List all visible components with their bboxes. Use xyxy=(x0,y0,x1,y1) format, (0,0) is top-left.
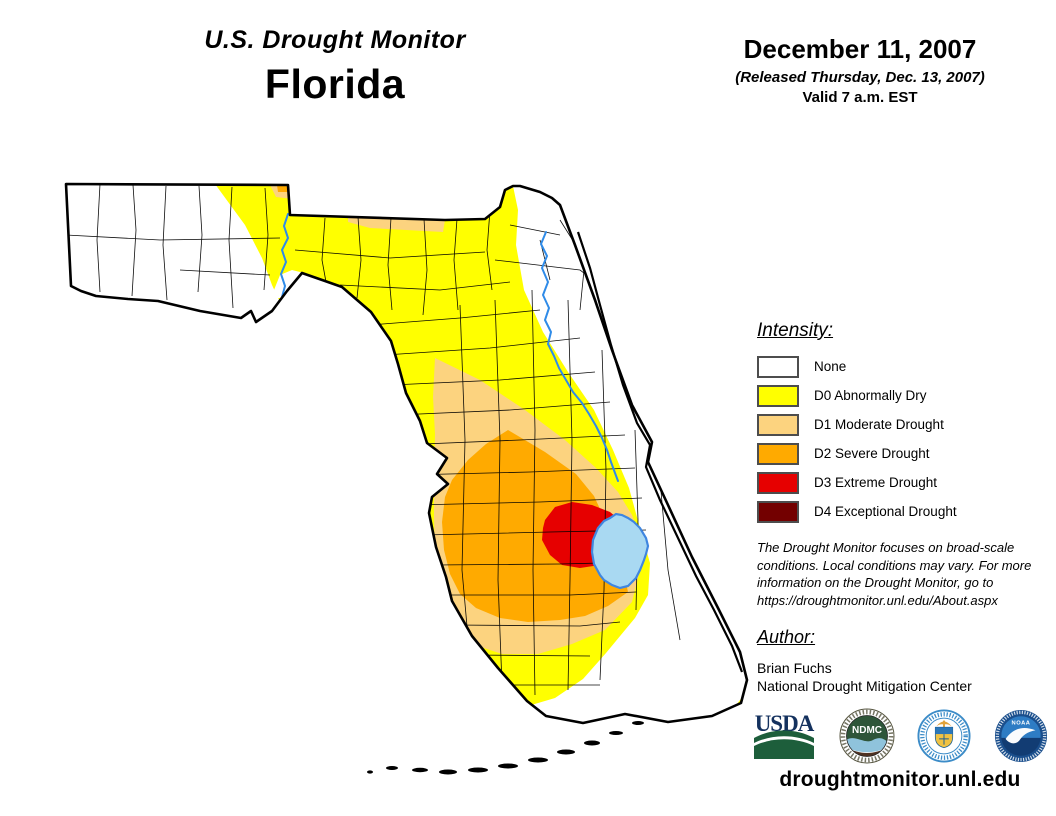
swatch-none xyxy=(757,355,799,378)
d2-region xyxy=(442,430,628,622)
legend-row-d3: D3 Extreme Drought xyxy=(757,468,1047,497)
legend-heading: Intensity: xyxy=(757,320,834,341)
author-block: Author: Brian Fuchs National Drought Mit… xyxy=(757,627,1047,695)
florida-drought-map xyxy=(40,140,760,810)
ndmc-logo: NDMC xyxy=(839,708,895,764)
map-date: December 11, 2007 xyxy=(743,34,977,64)
swatch-d0 xyxy=(757,384,799,407)
florida-keys xyxy=(367,721,644,775)
legend-row-none: None xyxy=(757,352,1047,381)
d2-corner-dot xyxy=(277,185,288,192)
commerce-seal-logo xyxy=(917,709,971,763)
noaa-logo: NOAA xyxy=(994,709,1048,763)
author-name: Brian Fuchs xyxy=(757,660,832,676)
legend-row-d0: D0 Abnormally Dry xyxy=(757,381,1047,410)
state-title: Florida xyxy=(264,61,406,107)
logo-row: USDA NDMC xyxy=(752,706,1048,766)
usda-logo: USDA xyxy=(752,711,816,761)
apalachicola-river xyxy=(280,213,289,298)
disclaimer: The Drought Monitor focuses on broad-sca… xyxy=(757,540,1032,608)
author-org: National Drought Mitigation Center xyxy=(757,678,972,694)
swatch-d4 xyxy=(757,500,799,523)
rivers xyxy=(280,213,619,482)
author-heading: Author: xyxy=(757,627,816,647)
intracoastal-waterway xyxy=(576,231,744,673)
release-date: (Released Thursday, Dec. 13, 2007) xyxy=(735,69,985,86)
swatch-d2 xyxy=(757,442,799,465)
drought-map-svg xyxy=(64,182,749,775)
date-block: December 11, 2007 (Released Thursday, De… xyxy=(690,34,1030,106)
lake-okeechobee xyxy=(590,512,650,590)
legend-row-d1: D1 Moderate Drought xyxy=(757,410,1047,439)
site-url: droughtmonitor.unl.edu xyxy=(779,768,1021,791)
swatch-d3 xyxy=(757,471,799,494)
swatch-d1 xyxy=(757,413,799,436)
title-block: U.S. Drought Monitor Florida xyxy=(120,26,550,108)
legend-row-d4: D4 Exceptional Drought xyxy=(757,497,1047,526)
st-johns-river xyxy=(540,231,619,482)
legend: Intensity: None D0 Abnormally Dry D1 Mod… xyxy=(757,320,1047,526)
legend-row-d2: D2 Severe Drought xyxy=(757,439,1047,468)
svg-text:NDMC: NDMC xyxy=(852,725,882,736)
svg-text:NOAA: NOAA xyxy=(1012,720,1031,726)
report-title: U.S. Drought Monitor xyxy=(204,26,466,54)
valid-time: Valid 7 a.m. EST xyxy=(802,89,918,106)
